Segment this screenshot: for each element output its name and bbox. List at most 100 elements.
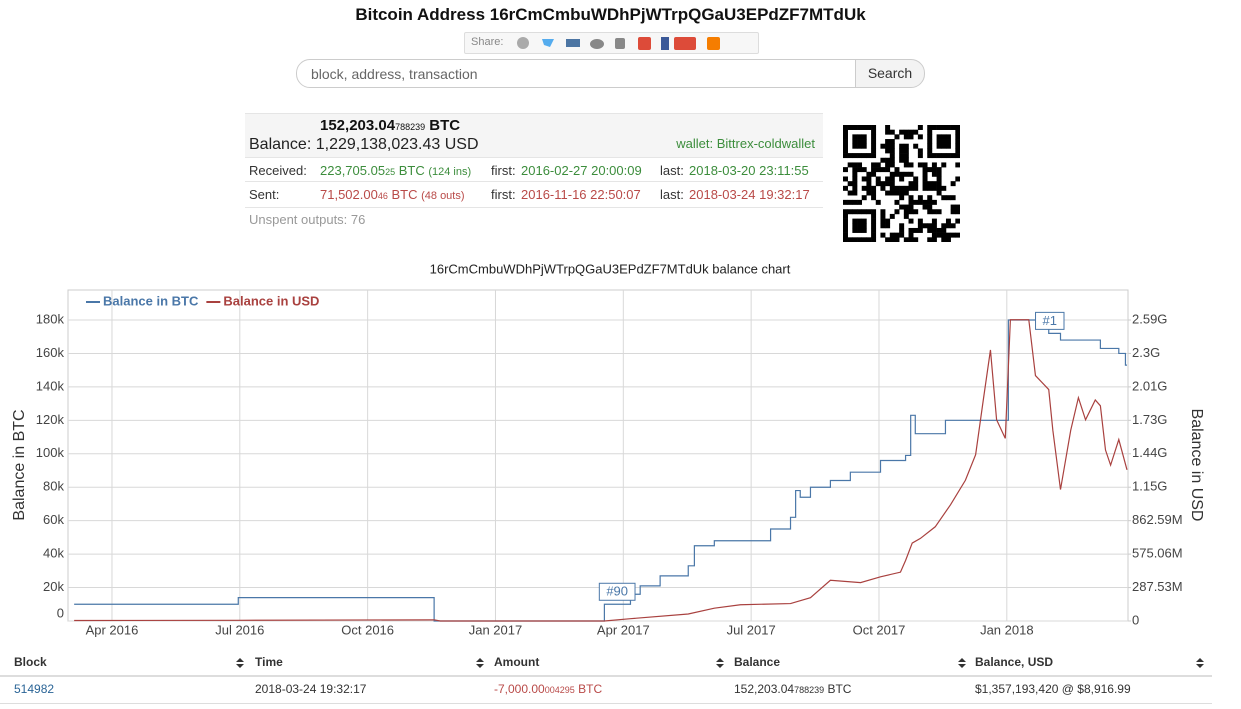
qr-module — [941, 125, 947, 130]
series-line — [74, 319, 1127, 622]
qr-module — [871, 167, 877, 173]
search-input[interactable]: block, address, transaction — [296, 59, 856, 88]
qr-module — [875, 181, 881, 187]
qr-module — [927, 209, 933, 215]
legend-label: Balance in USD — [223, 293, 319, 308]
icon-gplus-one[interactable] — [674, 37, 696, 50]
qr-module — [899, 195, 905, 201]
qr-module — [903, 153, 909, 159]
x-tick-label: Apr 2016 — [86, 622, 139, 637]
sort-icon[interactable] — [476, 658, 484, 668]
qr-module — [852, 125, 858, 130]
qr-module — [936, 190, 942, 196]
qr-module — [889, 153, 895, 159]
wallet-link[interactable]: wallet: Bittrex-coldwallet — [676, 136, 815, 151]
qr-module — [880, 143, 886, 149]
qr-module — [955, 162, 960, 168]
qr-module — [861, 134, 867, 140]
qr-module — [955, 176, 960, 182]
y-axis-title: Balance in BTC — [11, 409, 28, 520]
qr-module — [913, 185, 919, 191]
qr-module — [852, 171, 858, 177]
qr-module — [857, 227, 863, 233]
qr-module — [945, 134, 951, 140]
qr-module — [871, 190, 877, 196]
qr-module — [936, 232, 942, 238]
sent-last-label: last: — [660, 187, 684, 202]
qr-module — [908, 181, 914, 187]
y2-tick-label: 2.3G — [1132, 345, 1160, 360]
icon-like[interactable] — [615, 38, 625, 49]
qr-module — [857, 167, 863, 173]
qr-module — [894, 232, 900, 238]
sort-icon[interactable] — [1196, 658, 1204, 668]
qr-module — [861, 143, 867, 149]
qr-module — [955, 134, 960, 140]
icon-weibo[interactable] — [590, 39, 604, 49]
qr-module — [861, 125, 867, 130]
qr-module — [885, 218, 891, 224]
qr-module — [889, 157, 895, 163]
qr-module — [894, 199, 900, 205]
qr-module — [871, 223, 877, 229]
qr-module — [843, 232, 848, 238]
table-header[interactable]: Amount — [494, 655, 540, 669]
qr-module — [880, 209, 886, 215]
balance-btc: 152,203.04788239 BTC — [320, 117, 460, 134]
table-row-rule — [0, 703, 1212, 704]
qr-module — [861, 209, 867, 215]
qr-module — [941, 185, 947, 191]
icon-gplus[interactable] — [638, 37, 651, 50]
received-unit: BTC — [398, 163, 425, 178]
sort-icon[interactable] — [716, 658, 724, 668]
qr-module — [908, 232, 914, 238]
plot-frame — [67, 289, 1129, 622]
qr-module — [903, 209, 909, 215]
search-button[interactable]: Search — [855, 59, 925, 88]
icon-twitter[interactable] — [542, 39, 554, 47]
sent-value: 71,502.00 — [320, 187, 378, 202]
qr-module — [843, 237, 848, 242]
qr-module — [927, 204, 933, 210]
table-header[interactable]: Block — [14, 655, 47, 669]
qr-module — [913, 199, 919, 205]
qr-module — [857, 162, 863, 168]
qr-module — [843, 129, 848, 135]
table-header[interactable]: Time — [255, 655, 283, 669]
qr-module — [936, 153, 942, 159]
icon-vk[interactable] — [566, 39, 580, 47]
icon-blogger[interactable] — [707, 37, 720, 50]
y-tick-label: 40k — [43, 546, 64, 561]
qr-module — [899, 185, 905, 191]
sent-count: (48 outs) — [421, 190, 465, 202]
qr-module — [880, 181, 886, 187]
received-count: (124 ins) — [428, 166, 472, 178]
tx-time: 2018-03-24 19:32:17 — [255, 682, 367, 696]
block-link[interactable]: 514982 — [14, 682, 55, 696]
qr-module — [871, 153, 877, 159]
qr-module — [941, 195, 947, 201]
annotation-label: #1 — [1043, 313, 1057, 328]
qr-module — [922, 223, 928, 229]
qr-module — [852, 237, 858, 242]
qr-module — [917, 162, 923, 168]
qr-module — [843, 223, 848, 229]
qr-module — [922, 185, 928, 191]
amount-small: 004295 — [544, 685, 575, 695]
qr-module — [950, 181, 956, 187]
qr-module — [936, 176, 942, 182]
qr-module — [843, 176, 848, 182]
sort-icon[interactable] — [236, 658, 244, 668]
qr-module — [894, 134, 900, 140]
table-header[interactable]: Balance, USD — [975, 655, 1054, 669]
qr-module — [917, 134, 923, 140]
icon-facebook[interactable] — [661, 37, 669, 50]
icon-reddit[interactable] — [517, 37, 529, 49]
qr-module — [955, 204, 960, 210]
sort-icon[interactable] — [958, 658, 966, 668]
qr-module — [913, 143, 919, 149]
table-header[interactable]: Balance — [734, 655, 781, 669]
qr-module — [941, 139, 947, 145]
qr-module — [885, 167, 891, 173]
qr-module — [871, 232, 877, 238]
